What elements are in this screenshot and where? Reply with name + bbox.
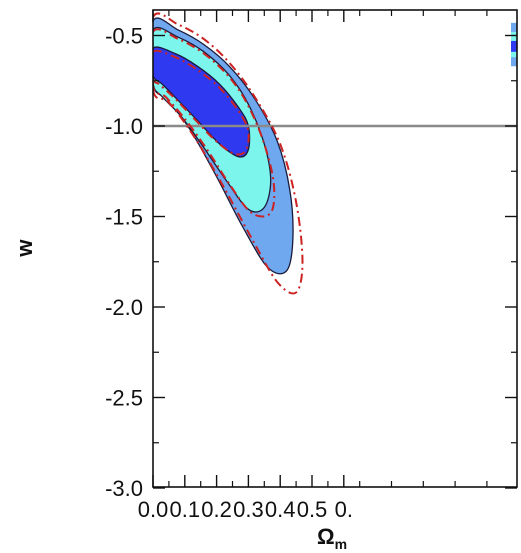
y-tick-label-5: -3.0 xyxy=(105,476,143,501)
y-tick-label-3: -2.0 xyxy=(105,295,143,320)
y-tick-label-0: -0.5 xyxy=(105,24,143,49)
axes-layer xyxy=(152,9,518,488)
y-tick-label-4: -2.5 xyxy=(105,386,143,411)
overlay-layer xyxy=(153,12,304,295)
x-axis-label: Ωm xyxy=(317,524,347,552)
x-tick-label-1: 0.1 xyxy=(170,497,201,522)
edge-strip-2 xyxy=(511,40,517,52)
y-tick-label-2: -1.5 xyxy=(105,205,143,230)
x-tick-label-5: 0.5 xyxy=(297,497,328,522)
tick-layer: 0.0 0.1 0.2 0.3 0.4 0.5 0. -0.5 -1.0 -1.5 -2.0 -2.5… xyxy=(105,10,517,522)
overlay-contour-2 xyxy=(153,49,250,156)
y-axis-label: w xyxy=(12,239,37,258)
x-tick-label-2: 0.2 xyxy=(201,497,232,522)
x-tick-label-4: 0.4 xyxy=(265,497,296,522)
x-tick-label-3: 0.3 xyxy=(233,497,264,522)
x-tick-label-0: 0.0 xyxy=(138,497,169,522)
contour-layer xyxy=(153,17,517,275)
x-tick-label-6: 0. xyxy=(335,497,353,522)
contour-1-sigma xyxy=(153,46,251,158)
overlay-contour-0 xyxy=(153,12,304,295)
plot-frame xyxy=(152,9,518,488)
y-tick-label-1: -1.0 xyxy=(105,114,143,139)
